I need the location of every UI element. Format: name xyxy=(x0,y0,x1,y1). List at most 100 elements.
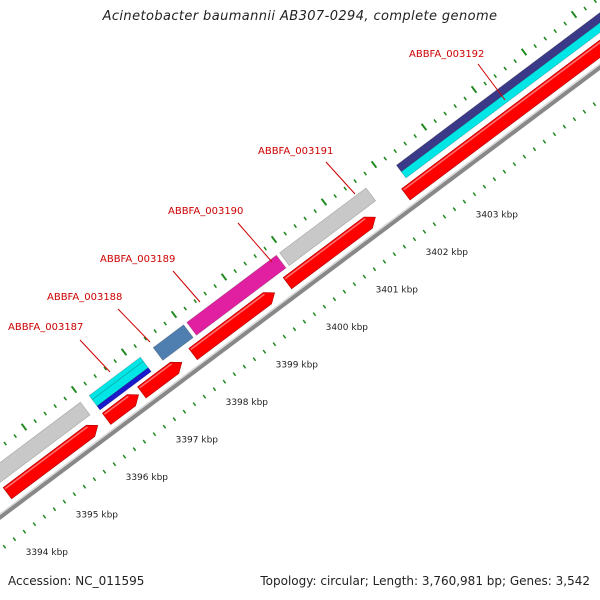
outer-tick xyxy=(3,441,8,446)
cds-arrow xyxy=(2,424,99,500)
scale-tick xyxy=(412,237,417,242)
scale-tick xyxy=(62,499,67,504)
outer-tick xyxy=(53,404,58,409)
outer-tick xyxy=(343,186,347,191)
gene-leader-line xyxy=(237,222,273,263)
outer-tick xyxy=(413,134,417,139)
scale-label: 3396 kbp xyxy=(126,473,169,483)
outer-tick xyxy=(20,423,28,431)
outer-tick xyxy=(370,160,378,169)
scale-label: 3403 kbp xyxy=(476,210,519,220)
outer-tick xyxy=(463,96,467,101)
cds-highlight xyxy=(103,395,129,415)
outer-tick xyxy=(83,381,88,386)
genome-backbone xyxy=(0,63,600,520)
outer-tick xyxy=(263,246,267,251)
outer-tick xyxy=(393,149,397,154)
scale-tick xyxy=(2,544,7,549)
cog-segment xyxy=(0,401,91,483)
cog-segment xyxy=(91,360,149,407)
outer-tick xyxy=(403,141,407,146)
map-title: Acinetobacter baumannii AB307-0294, comp… xyxy=(102,9,498,24)
scale-tick xyxy=(582,109,587,114)
outer-tick xyxy=(93,374,98,379)
outer-tick xyxy=(213,284,217,289)
scale-tick xyxy=(532,147,537,152)
scale-tick xyxy=(272,342,277,347)
outer-tick xyxy=(163,321,167,326)
scale-tick xyxy=(172,417,177,422)
scale-tick xyxy=(72,492,77,497)
outer-tick xyxy=(193,299,197,304)
scale-tick xyxy=(22,529,27,534)
outer-tick xyxy=(233,269,237,274)
scale-tick xyxy=(562,124,567,129)
scale-tick xyxy=(522,154,527,159)
outer-tick xyxy=(483,81,487,86)
scale-tick xyxy=(192,402,197,407)
scale-tick xyxy=(162,424,167,429)
scale-tick xyxy=(242,364,247,369)
outer-tick xyxy=(303,216,307,221)
cds-highlight xyxy=(4,426,89,490)
outer-tick xyxy=(183,306,187,311)
scale-tick xyxy=(572,117,577,122)
scale-label: 3398 kbp xyxy=(226,398,269,408)
scale-tick xyxy=(142,439,147,444)
cds-highlight xyxy=(403,41,600,191)
scale-tick xyxy=(482,184,487,189)
scale-tick xyxy=(112,462,117,467)
gene-label-abbfa_003187: ABBFA_003187 xyxy=(8,322,83,333)
scale-label: 3402 kbp xyxy=(426,248,469,258)
scale-labels: 3394 kbp 3395 kbp 3396 kbp 3397 kbp 3398 kbp… xyxy=(26,210,519,557)
scale-label: 3399 kbp xyxy=(276,360,319,370)
scale-label: 3400 kbp xyxy=(326,323,369,333)
scale-tick xyxy=(152,432,157,437)
scale-tick xyxy=(222,379,227,384)
scale-tick xyxy=(422,229,427,234)
gene-label-abbfa_003191: ABBFA_003191 xyxy=(258,146,333,157)
gene-labels: ABBFA_003187 ABBFA_003188 ABBFA_003189 ABBF… xyxy=(8,49,506,373)
scale-tick xyxy=(492,177,497,182)
outer-tick xyxy=(470,85,478,94)
outer-tick xyxy=(113,359,118,364)
outer-tick xyxy=(253,254,257,259)
cds-arrow xyxy=(101,394,139,425)
scale-tick xyxy=(212,387,217,392)
scale-tick xyxy=(312,312,317,317)
outer-tick xyxy=(43,411,48,416)
outer-tick xyxy=(420,123,428,131)
backbone-line xyxy=(0,64,600,520)
scale-tick xyxy=(52,507,57,512)
cds-arrow xyxy=(188,292,275,361)
outer-tick xyxy=(493,74,497,79)
scale-tick xyxy=(92,477,97,482)
outer-tick xyxy=(13,434,18,439)
outer-tick-marks xyxy=(3,0,598,446)
cog-segment xyxy=(152,324,194,361)
outer-tick xyxy=(583,6,588,11)
scale-tick xyxy=(12,537,17,542)
outer-tick xyxy=(570,10,578,19)
scale-tick xyxy=(392,252,397,257)
scale-tick xyxy=(352,282,357,287)
gene-label-abbfa_003192: ABBFA_003192 xyxy=(409,49,484,60)
scale-tick xyxy=(512,162,517,167)
cog-segment xyxy=(400,22,600,179)
cog-segment xyxy=(88,356,144,401)
outer-tick xyxy=(533,44,538,49)
cog-segment xyxy=(279,187,377,267)
scale-tick xyxy=(282,334,287,339)
outer-tick xyxy=(593,0,598,4)
scale-tick xyxy=(382,259,387,264)
scale-tick xyxy=(442,214,447,219)
outer-tick xyxy=(133,344,137,349)
scale-tick xyxy=(402,244,407,249)
scale-tick xyxy=(502,169,507,174)
scale-tick xyxy=(232,372,237,377)
cds-arrow xyxy=(137,361,183,399)
cds-track xyxy=(2,39,600,500)
outer-tick xyxy=(320,198,328,206)
outer-tick xyxy=(513,59,518,64)
cog-segment xyxy=(395,12,600,173)
